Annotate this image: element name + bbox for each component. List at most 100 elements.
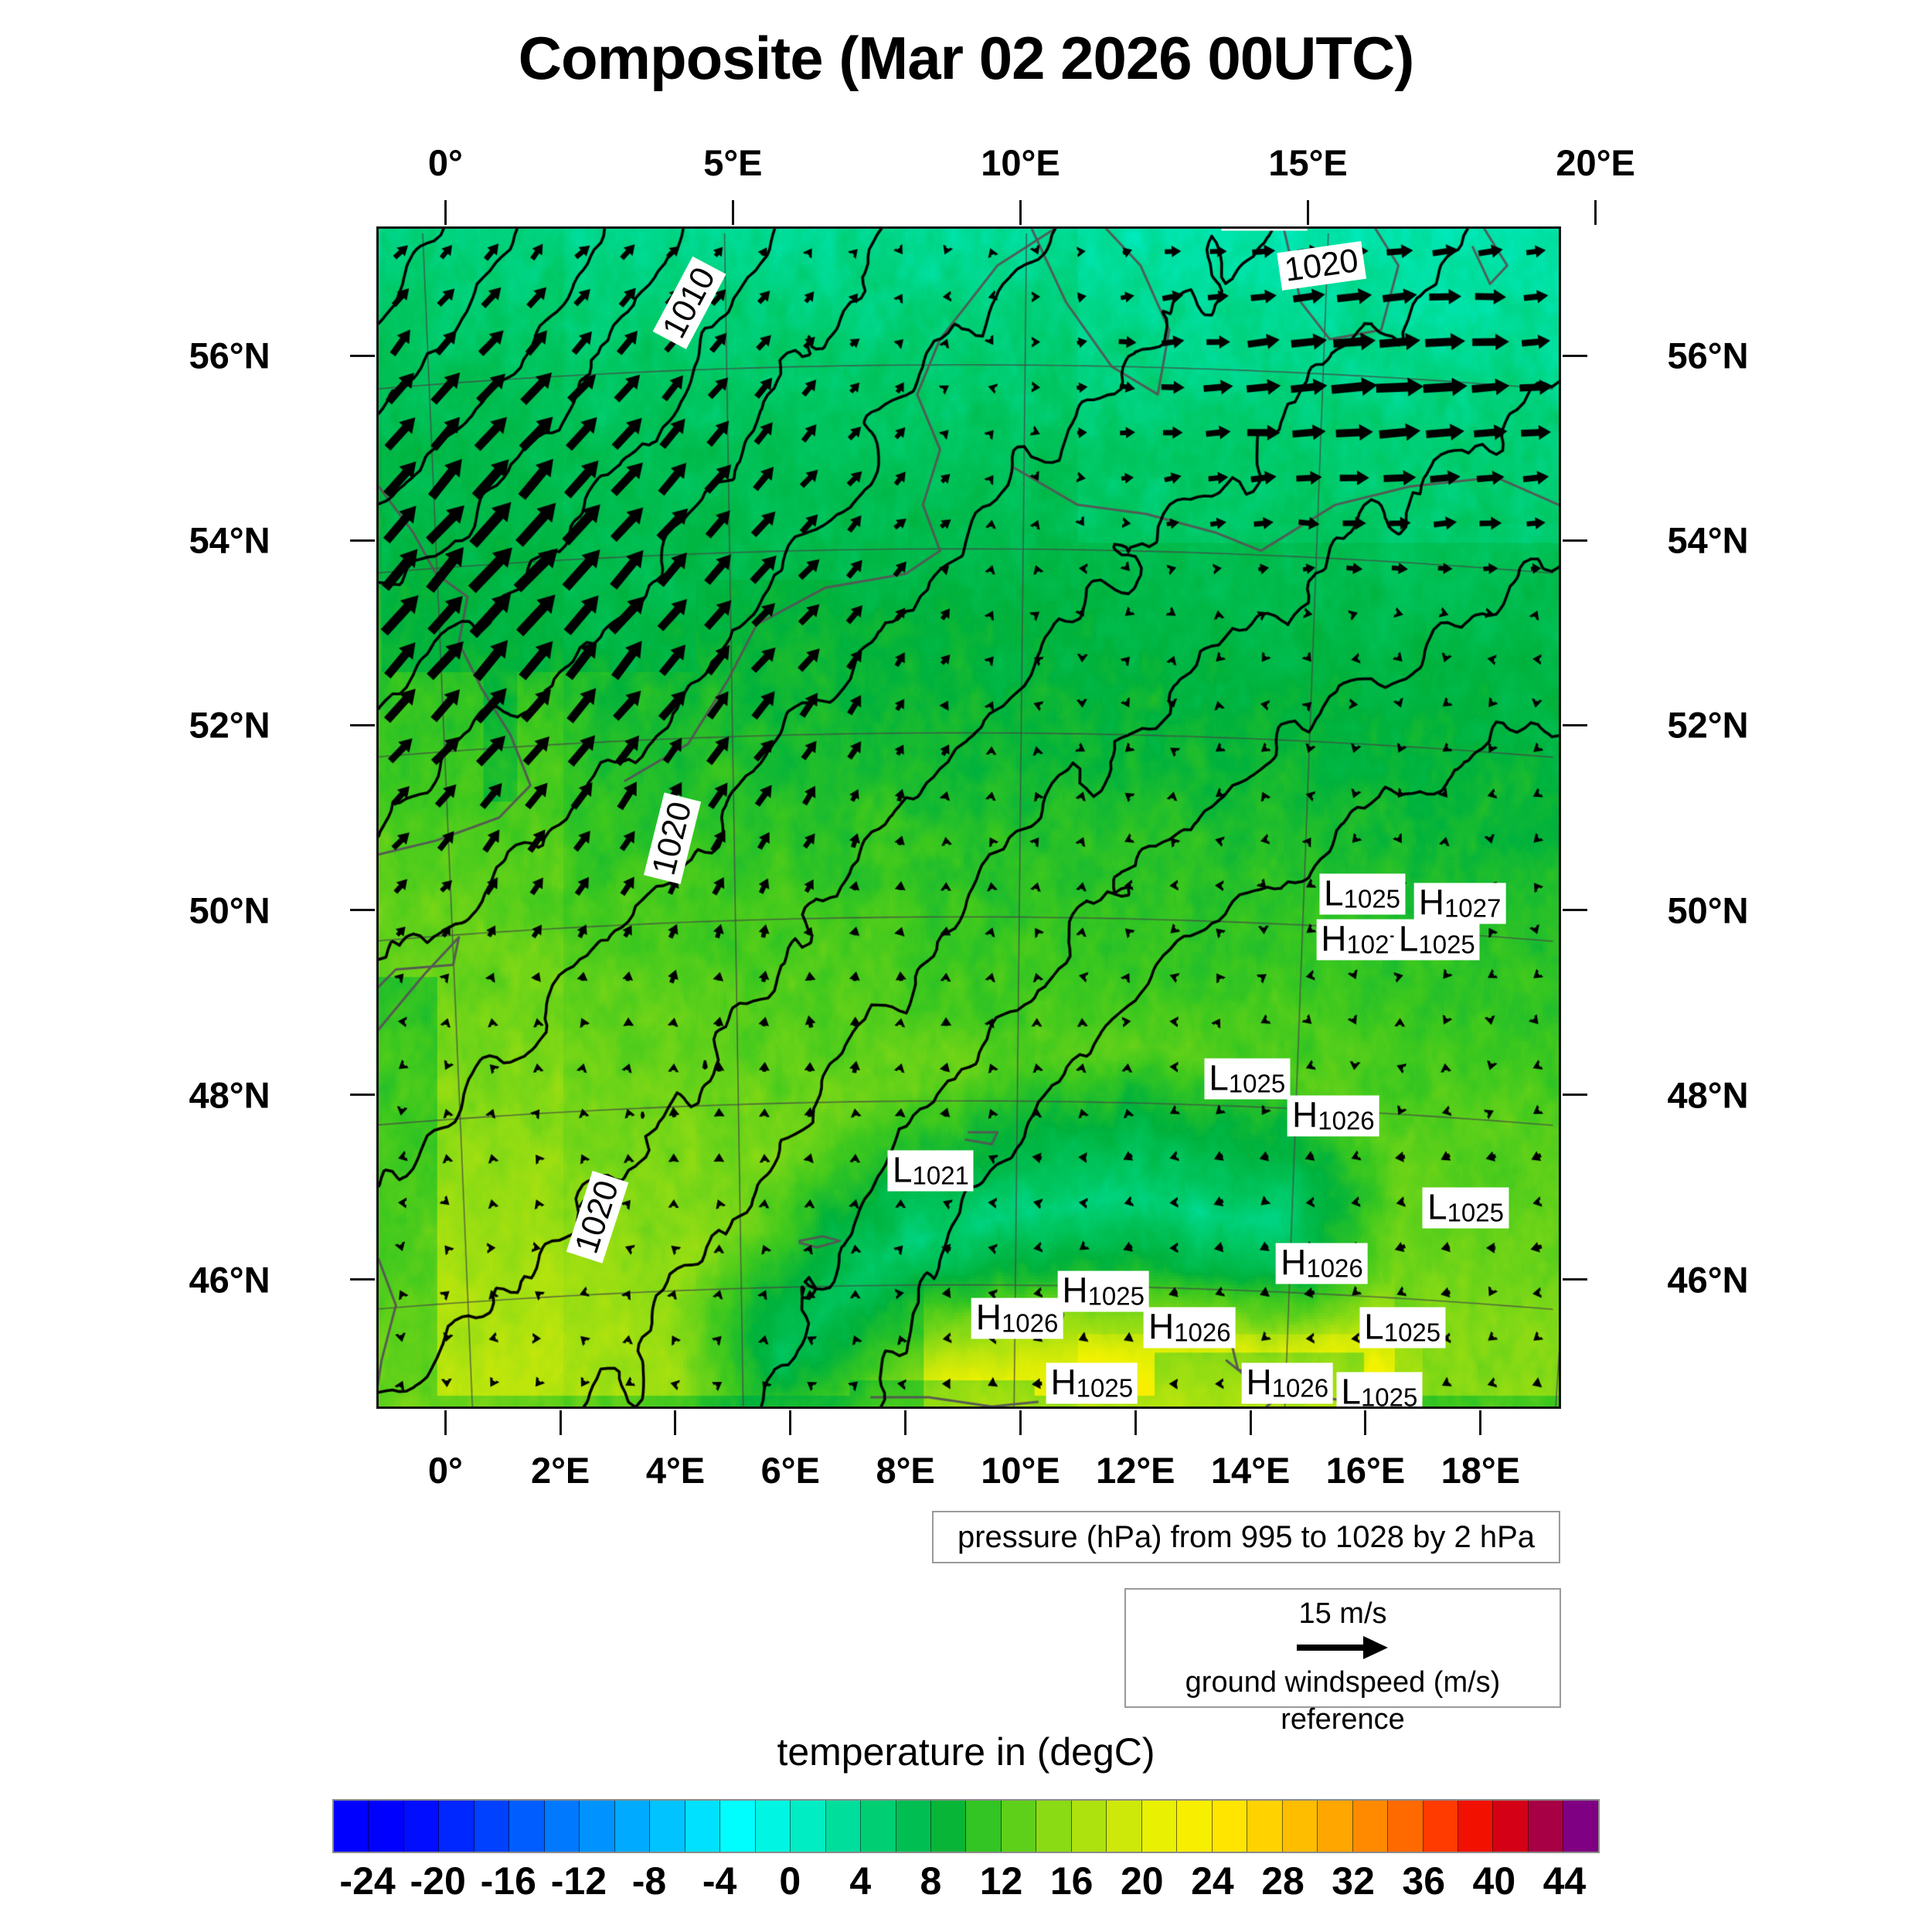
colorbar-cell <box>825 1801 862 1852</box>
colorbar-tick-label: 36 <box>1402 1859 1446 1903</box>
pressure-value: 1027 <box>1444 893 1502 923</box>
axis-tick-label: 48°N <box>189 1074 270 1116</box>
wind-reference-caption: ground windspeed (m/s) reference <box>1185 1666 1501 1736</box>
axis-tick-mark <box>1563 723 1587 726</box>
axis-tick-label: 56°N <box>1667 335 1749 376</box>
colorbar-cell <box>1177 1801 1213 1852</box>
colorbar-cell <box>930 1801 967 1852</box>
pressure-kind: H <box>1246 1362 1272 1403</box>
colorbar-cell <box>1141 1801 1178 1852</box>
colorbar-cell <box>896 1801 931 1852</box>
colorbar-cell <box>1036 1801 1072 1852</box>
axis-tick-label: 52°N <box>189 704 270 746</box>
axis-tick-label: 52°N <box>1667 704 1749 746</box>
wind-reference-speed: 15 m/s <box>1298 1597 1387 1630</box>
axis-tick-mark <box>1019 1410 1022 1435</box>
colorbar-tick-label: 4 <box>849 1859 872 1903</box>
colorbar-cell <box>1107 1801 1142 1852</box>
colorbar-cell <box>439 1801 474 1852</box>
pressure-value: 1025 <box>1383 1318 1441 1347</box>
high-pressure-label: H1026 <box>1143 1307 1236 1349</box>
axis-tick-label: 14°E <box>1210 1450 1291 1491</box>
colorbar-tick-label: 0 <box>779 1859 801 1903</box>
axis-tick-mark <box>904 1410 907 1435</box>
axis-tick-mark <box>1019 200 1022 225</box>
pressure-value: 1026 <box>1174 1318 1231 1347</box>
axis-tick-mark <box>1249 1410 1252 1435</box>
high-pressure-label: H1027 <box>1316 919 1408 961</box>
colorbar-cell <box>1247 1801 1283 1852</box>
colorbar-cell <box>369 1801 404 1852</box>
low-pressure-label: L1025 <box>1204 1058 1291 1100</box>
pressure-value: 1021 <box>912 1161 969 1190</box>
colorbar-cell <box>1388 1801 1423 1852</box>
axis-tick-mark <box>350 909 375 912</box>
axis-tick-mark <box>350 1278 375 1281</box>
weather-map-panel[interactable]: 1010102010201020L1019L1025H1027L1025H102… <box>376 226 1561 1409</box>
axis-tick-label: 46°N <box>1667 1259 1749 1301</box>
colorbar-cell <box>1563 1801 1598 1852</box>
high-pressure-label: H1026 <box>971 1298 1063 1339</box>
pressure-value: 1025 <box>1343 884 1401 913</box>
colorbar-tick-label: 24 <box>1191 1859 1234 1903</box>
axis-tick-label: 50°N <box>189 889 270 931</box>
axis-tick-label: 5°E <box>703 142 763 183</box>
pressure-kind: L <box>1324 872 1344 913</box>
high-pressure-label: H1026 <box>1276 1243 1368 1284</box>
axis-tick-label: 0° <box>427 1450 463 1491</box>
colorbar-cell <box>1458 1801 1494 1852</box>
pressure-legend-box: pressure (hPa) from 995 to 1028 by 2 hPa <box>932 1511 1560 1563</box>
axis-tick-label: 18°E <box>1440 1450 1521 1491</box>
pressure-kind: L <box>1398 918 1419 959</box>
axis-tick-label: 4°E <box>645 1450 706 1491</box>
colorbar-tick-label: 32 <box>1332 1859 1375 1903</box>
axis-tick-mark <box>789 1410 792 1435</box>
axis-tick-label: 12°E <box>1096 1450 1175 1491</box>
axis-tick-mark <box>350 723 375 726</box>
pressure-kind: L <box>1226 229 1247 230</box>
axis-tick-mark <box>350 1094 375 1097</box>
page-title: Composite (Mar 02 2026 00UTC) <box>518 24 1415 92</box>
low-pressure-label: L1025 <box>1319 872 1406 915</box>
axis-tick-label: 6°E <box>760 1450 820 1491</box>
colorbar-tick-label: -24 <box>339 1859 396 1903</box>
colorbar-cell <box>1071 1801 1107 1852</box>
pressure-legend-text: pressure (hPa) from 995 to 1028 by 2 hPa <box>957 1520 1536 1554</box>
pressure-kind: H <box>1050 1362 1077 1403</box>
colorbar-cell <box>755 1801 791 1852</box>
colorbar-cell <box>1493 1801 1529 1852</box>
pressure-kind: H <box>1281 1242 1307 1283</box>
colorbar-cell <box>650 1801 685 1852</box>
colorbar-tick-label: -16 <box>480 1859 536 1903</box>
axis-tick-label: 56°N <box>189 335 270 376</box>
axis-tick-mark <box>1134 1410 1137 1435</box>
colorbar-cell <box>1423 1801 1458 1852</box>
colorbar-cell <box>580 1801 615 1852</box>
colorbar-cell <box>614 1801 651 1852</box>
colorbar-tick-label: 8 <box>920 1859 942 1903</box>
axis-tick-label: 48°N <box>1667 1074 1749 1116</box>
high-pressure-label: H1026 <box>1287 1095 1379 1136</box>
low-pressure-label: L1025 <box>1393 918 1480 961</box>
pressure-kind: H <box>1292 1094 1318 1134</box>
colorbar-cell <box>544 1801 580 1852</box>
low-pressure-label: L1025 <box>1422 1186 1509 1229</box>
colorbar-cell <box>1282 1801 1318 1852</box>
high-pressure-label: H1026 <box>1241 1362 1334 1404</box>
pressure-kind: L <box>1364 1306 1384 1347</box>
pressure-kind: L <box>1341 1371 1361 1409</box>
axis-tick-mark <box>1563 909 1587 912</box>
axis-tick-label: 10°E <box>981 142 1060 183</box>
colorbar-cell <box>403 1801 440 1852</box>
colorbar-tick-label: 28 <box>1261 1859 1304 1903</box>
temperature-colorbar[interactable] <box>332 1799 1600 1853</box>
pressure-value: 1025 <box>1228 1069 1286 1098</box>
high-pressure-label: H1027 <box>1413 883 1506 924</box>
axis-tick-mark <box>1307 200 1310 225</box>
high-pressure-label: H1025 <box>1046 1362 1138 1404</box>
pressure-value: 1026 <box>1001 1308 1059 1338</box>
pressure-kind: L <box>1427 1186 1447 1227</box>
axis-tick-label: 15°E <box>1268 142 1348 183</box>
colorbar-cell <box>861 1801 896 1852</box>
axis-tick-mark <box>1563 1094 1587 1097</box>
